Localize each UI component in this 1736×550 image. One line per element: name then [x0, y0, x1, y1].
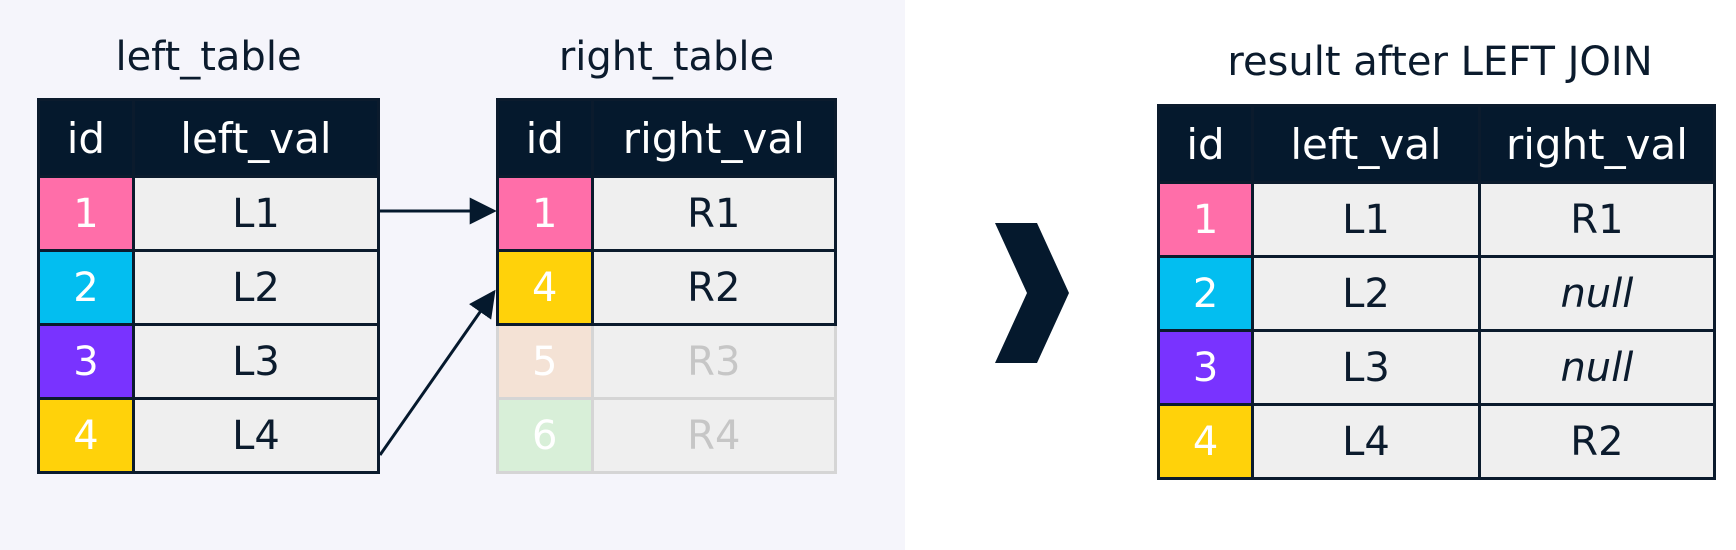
- left-value-cell: L4: [1251, 403, 1481, 480]
- table-row: 1 R1: [496, 175, 838, 252]
- id-cell: 1: [37, 175, 135, 252]
- table-row: 2 L2 null: [1156, 255, 1717, 332]
- left-value-cell: L2: [1251, 255, 1481, 332]
- right-value-cell: null: [1477, 329, 1717, 406]
- id-cell: 5: [496, 323, 594, 400]
- value-cell: R2: [590, 249, 838, 326]
- left-table-title: left_table: [115, 34, 302, 80]
- id-cell: 1: [496, 175, 594, 252]
- value-cell: L3: [131, 323, 381, 400]
- table-row: 4 R2: [496, 249, 838, 326]
- id-cell: 6: [496, 397, 594, 474]
- column-header-left-val: left_val: [131, 98, 381, 178]
- id-cell: 2: [37, 249, 135, 326]
- table-row: 3 L3: [37, 323, 381, 400]
- column-header-id: id: [37, 98, 135, 178]
- value-cell: L2: [131, 249, 381, 326]
- id-cell: 3: [37, 323, 135, 400]
- join-arrows: [378, 197, 497, 456]
- table-row: 4 L4: [37, 397, 381, 474]
- id-cell: 2: [1156, 255, 1255, 332]
- result-table: id left_val right_val 1 L1 R1 2 L2 null …: [1156, 104, 1717, 480]
- id-cell: 3: [1156, 329, 1255, 406]
- value-cell: R1: [590, 175, 838, 252]
- right-table-title: right_table: [558, 34, 775, 80]
- arrow-icon: [378, 289, 496, 456]
- column-header-id: id: [1156, 104, 1255, 184]
- table-row-unmatched: 5 R3: [496, 323, 838, 400]
- value-cell: R4: [590, 397, 838, 474]
- table-row-unmatched: 6 R4: [496, 397, 838, 474]
- column-header-id: id: [496, 98, 594, 178]
- id-cell: 4: [37, 397, 135, 474]
- id-cell: 4: [1156, 403, 1255, 480]
- column-header-right-val: right_val: [590, 98, 838, 178]
- value-cell: L1: [131, 175, 381, 252]
- id-cell: 1: [1156, 181, 1255, 258]
- result-table-title: result after LEFT JOIN: [1227, 39, 1653, 85]
- left-value-cell: L1: [1251, 181, 1481, 258]
- table-row: 1 L1 R1: [1156, 181, 1717, 258]
- column-header-right-val: right_val: [1477, 104, 1717, 184]
- table-row: 3 L3 null: [1156, 329, 1717, 406]
- value-cell: L4: [131, 397, 381, 474]
- table-row: 4 L4 R2: [1156, 403, 1717, 480]
- right-value-cell: R2: [1477, 403, 1717, 480]
- right-value-cell: null: [1477, 255, 1717, 332]
- left-value-cell: L3: [1251, 329, 1481, 406]
- result-table-header-row: id left_val right_val: [1156, 104, 1717, 184]
- right-value-cell: R1: [1477, 181, 1717, 258]
- id-cell: 4: [496, 249, 594, 326]
- right-table: id right_val 1 R1 4 R2 5 R3 6 R4: [496, 98, 838, 474]
- column-header-left-val: left_val: [1251, 104, 1481, 184]
- left-table: id left_val 1 L1 2 L2 3 L3 4 L4: [37, 98, 381, 474]
- table-row: 2 L2: [37, 249, 381, 326]
- right-table-header-row: id right_val: [496, 98, 838, 178]
- left-table-header-row: id left_val: [37, 98, 381, 178]
- table-row: 1 L1: [37, 175, 381, 252]
- value-cell: R3: [590, 323, 838, 400]
